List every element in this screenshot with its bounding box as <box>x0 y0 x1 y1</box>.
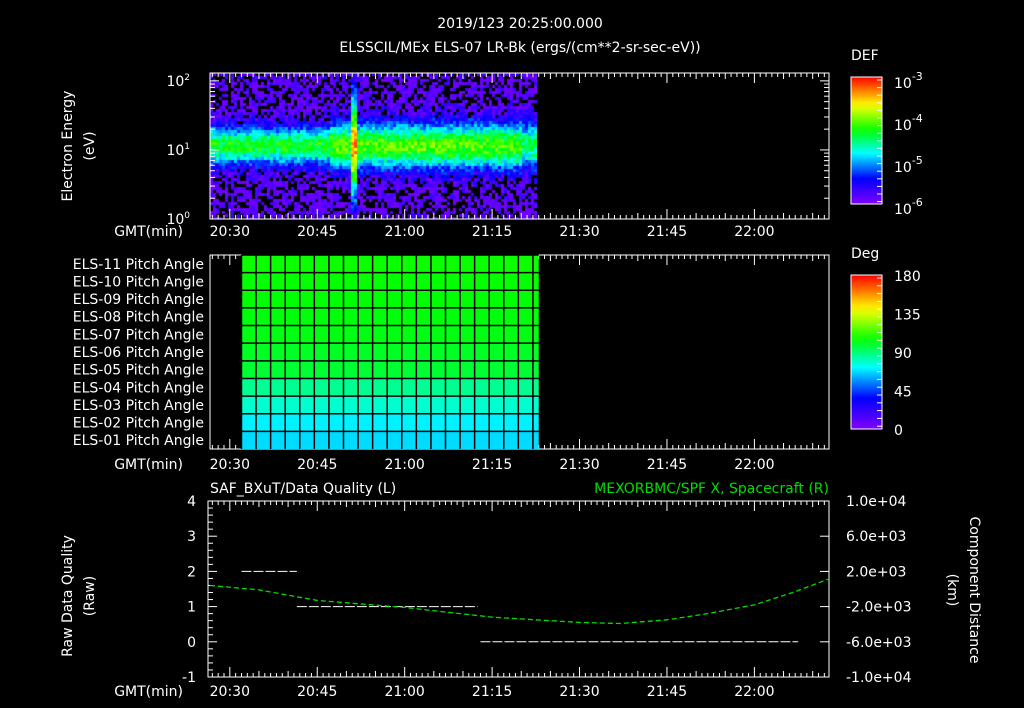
def-colorbar-tick: 10-6 <box>894 196 923 218</box>
gmt-axis-label: GMT(min) <box>114 457 183 473</box>
time-tick-label: 20:45 <box>297 224 337 240</box>
spacecraft-x-line <box>209 578 830 625</box>
quality-ylabel-unit: (Raw) <box>82 576 98 616</box>
def-colorbar-tick: 10-5 <box>894 154 923 176</box>
pitch-row-label: ELS-04 Pitch Angle <box>73 380 204 396</box>
quality-tick-label: 1 <box>187 600 196 616</box>
pitch-cell-row <box>241 360 539 379</box>
pitch-row-label: ELS-11 Pitch Angle <box>73 257 204 273</box>
plot-title: 2019/123 20:25:00.000 <box>437 16 603 32</box>
deg-colorbar-tick: 0 <box>894 423 903 439</box>
energy-spectrogram <box>210 73 537 219</box>
time-tick-label: 22:00 <box>734 457 774 473</box>
deg-colorbar-tick: 135 <box>894 308 921 324</box>
def-colorbar-label: DEF <box>851 48 879 64</box>
pitch-cell-row <box>241 255 539 273</box>
deg-colorbar <box>850 274 883 430</box>
deg-colorbar-tick: 90 <box>894 346 912 362</box>
quality-tick-label: 0 <box>187 635 196 651</box>
distance-ylabel: Component Distance <box>966 517 982 664</box>
distance-tick-label: -1.0e+04 <box>846 670 912 686</box>
time-tick-label: 21:30 <box>559 457 599 473</box>
energy-tick-label: 101 <box>166 142 190 159</box>
quality-tick-label: 4 <box>187 494 196 510</box>
time-tick-label: 22:00 <box>734 224 774 240</box>
pitch-cell-row <box>241 290 539 308</box>
pitch-cell-row <box>241 343 539 361</box>
def-colorbar-tick: 10-3 <box>894 70 923 92</box>
time-tick-label: 21:15 <box>472 684 512 700</box>
quality-ylabel: Raw Data Quality <box>60 535 76 657</box>
quality-tick-label: 3 <box>187 529 196 545</box>
time-tick-label: 20:30 <box>210 224 250 240</box>
time-tick-label: 20:45 <box>297 457 337 473</box>
time-tick-label: 21:45 <box>647 684 687 700</box>
pitch-cell-row <box>241 325 539 344</box>
deg-colorbar-label: Deg <box>851 246 879 262</box>
plot-subtitle: ELSSCIL/MEx ELS-07 LR-Bk (ergs/(cm**2-sr… <box>339 40 700 56</box>
distance-tick-label: 1.0e+04 <box>846 494 907 510</box>
deg-colorbar-tick: 45 <box>894 385 912 401</box>
time-tick-label: 21:00 <box>384 224 424 240</box>
quality-tick-label: -1 <box>182 670 196 686</box>
time-tick-label: 21:15 <box>472 224 512 240</box>
gmt-axis-label: GMT(min) <box>114 684 183 700</box>
distance-tick-label: -6.0e+03 <box>846 635 911 651</box>
pitch-cell-row <box>241 307 539 326</box>
time-tick-label: 21:30 <box>559 684 599 700</box>
pitch-row-label: ELS-02 Pitch Angle <box>73 416 204 432</box>
time-tick-label: 20:30 <box>210 457 250 473</box>
def-colorbar <box>850 76 883 205</box>
pitch-row-label: ELS-10 Pitch Angle <box>73 274 204 290</box>
pitch-row-label: ELS-07 Pitch Angle <box>73 327 204 343</box>
time-tick-label: 22:00 <box>734 684 774 700</box>
pitch-row-label: ELS-03 Pitch Angle <box>73 398 204 414</box>
energy-ylabel-unit: (eV) <box>82 131 98 160</box>
energy-tick-label: 102 <box>166 73 190 90</box>
spectrogram-frame <box>209 72 830 220</box>
distance-tick-label: 2.0e+03 <box>846 564 906 580</box>
pitch-row-label: ELS-08 Pitch Angle <box>73 310 204 326</box>
pitch-row-label: ELS-09 Pitch Angle <box>73 292 204 308</box>
pitch-cell-row <box>241 378 539 397</box>
time-tick-label: 21:00 <box>384 684 424 700</box>
quality-title: SAF_BXuT/Data Quality (L) <box>210 481 396 497</box>
time-tick-label: 21:45 <box>647 224 687 240</box>
time-tick-label: 21:15 <box>472 457 512 473</box>
energy-ylabel: Electron Energy <box>60 91 76 202</box>
def-colorbar-tick: 10-4 <box>894 112 923 134</box>
quality-tick-label: 2 <box>187 564 196 580</box>
pitch-cell-row <box>241 272 539 291</box>
distance-ylabel-unit: (km) <box>944 574 960 607</box>
distance-tick-label: -2.0e+03 <box>846 600 911 616</box>
pitch-cell-row <box>241 396 539 414</box>
time-tick-label: 21:00 <box>384 457 424 473</box>
pitch-cell-row <box>241 431 539 449</box>
time-tick-label: 21:45 <box>647 457 687 473</box>
distance-tick-label: 6.0e+03 <box>846 529 906 545</box>
time-tick-label: 21:30 <box>559 224 599 240</box>
pitch-row-label: ELS-06 Pitch Angle <box>73 345 204 361</box>
energy-tick-label: 100 <box>166 211 190 228</box>
pitch-row-label: ELS-01 Pitch Angle <box>73 433 204 449</box>
deg-colorbar-tick: 180 <box>894 269 921 285</box>
pitch-row-label: ELS-05 Pitch Angle <box>73 363 204 379</box>
gmt-axis-label: GMT(min) <box>114 224 183 240</box>
time-tick-label: 20:45 <box>297 684 337 700</box>
time-tick-label: 20:30 <box>210 684 250 700</box>
timeseries-frame <box>207 500 830 678</box>
spacecraft-title: MEXORBMC/SPF X, Spacecraft (R) <box>594 481 829 497</box>
pitch-cell-row <box>241 413 539 432</box>
